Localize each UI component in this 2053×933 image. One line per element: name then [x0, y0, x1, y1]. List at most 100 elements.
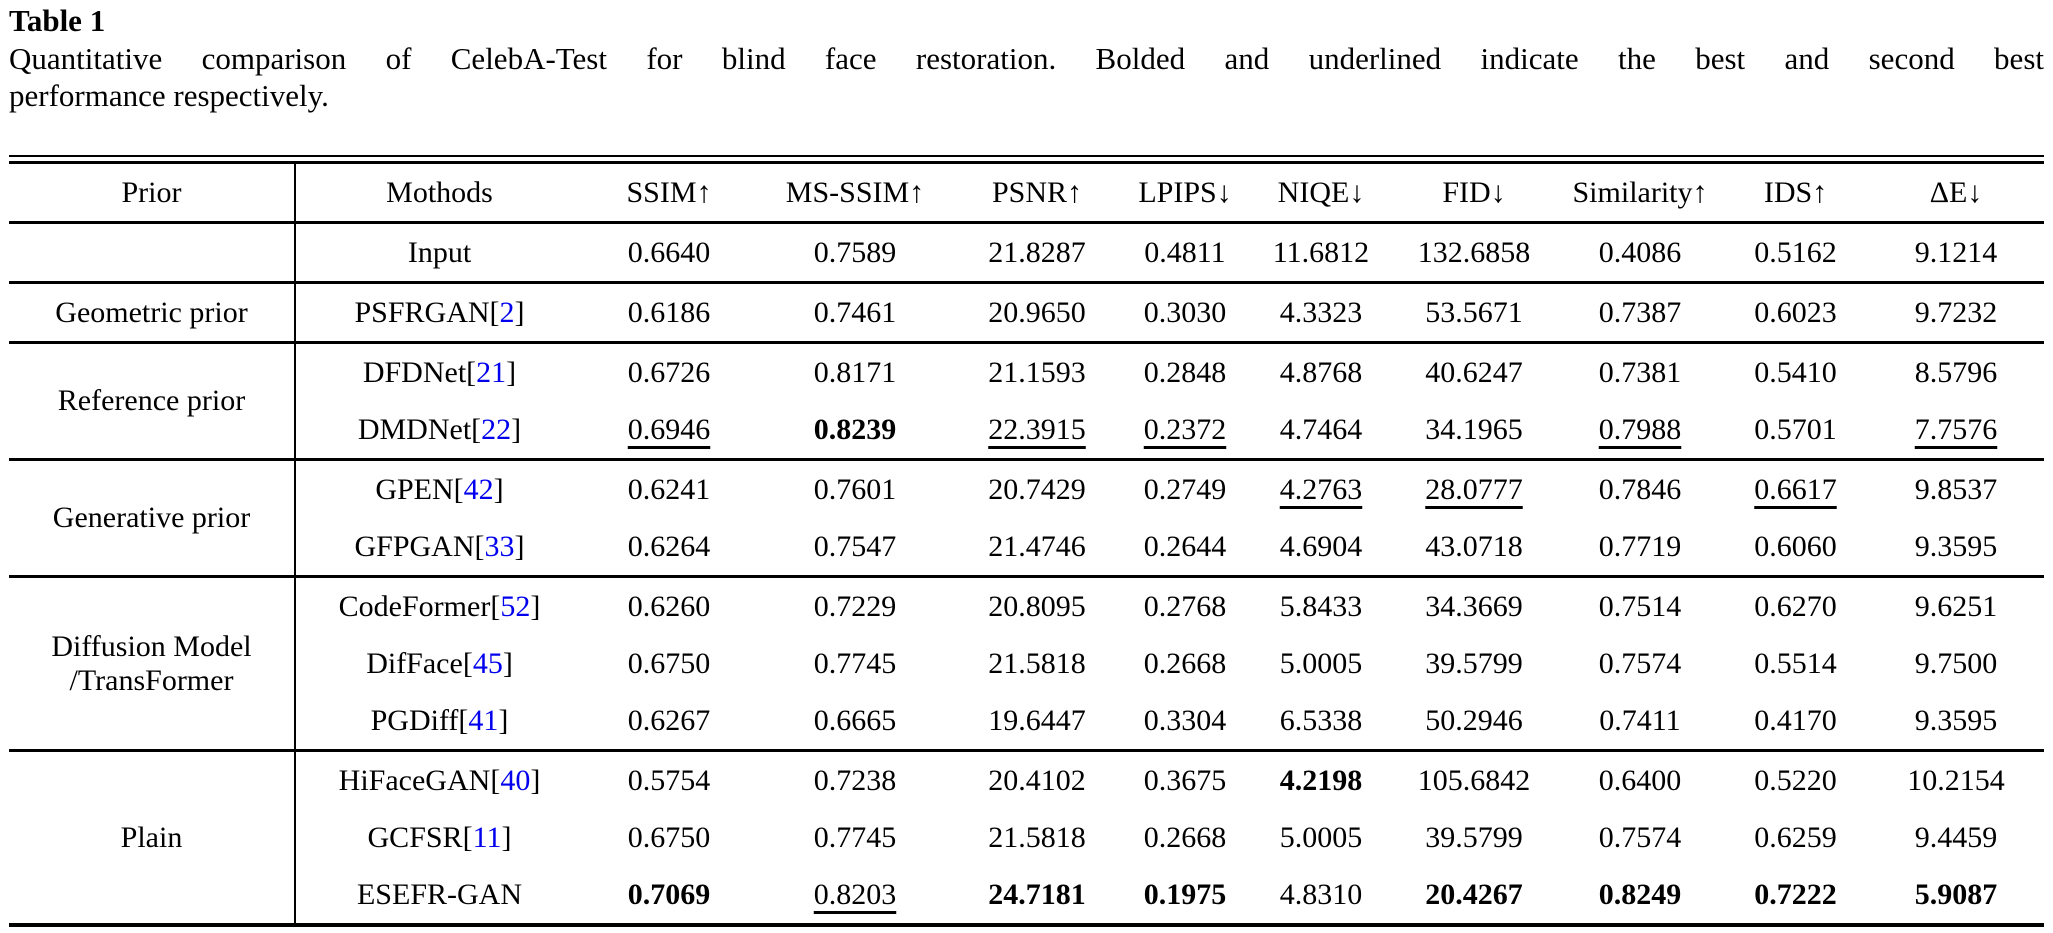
metric-value: 0.4811 [1144, 235, 1226, 269]
citation-link[interactable]: 21 [476, 355, 507, 389]
method-name: GPEN [375, 472, 454, 506]
metric-value: 0.7229 [813, 589, 897, 623]
citation-link[interactable]: 42 [463, 472, 494, 506]
metric-value: 0.8249 [1598, 877, 1682, 911]
citation-link[interactable]: 33 [484, 529, 515, 563]
col-header-msssim: MS-SSIM↑ [755, 162, 955, 224]
metric-value: 105.6842 [1417, 763, 1531, 797]
metric-value: 5.0005 [1279, 820, 1363, 854]
metric-value: 9.7232 [1914, 295, 1998, 329]
metric-value: 0.7222 [1754, 877, 1837, 911]
method-cell: DFDNet[21] [295, 341, 583, 401]
prior-cell: Plain [9, 749, 296, 925]
metric-value: 0.6665 [813, 703, 897, 737]
metric-value: 0.5162 [1754, 235, 1837, 269]
citation-link[interactable]: 11 [472, 820, 502, 854]
metric-value: 0.6640 [627, 235, 711, 269]
prior-cell: Generative prior [9, 458, 296, 577]
metric-value: 0.7574 [1598, 646, 1682, 680]
metric-value: 9.3595 [1914, 703, 1998, 737]
value-cell: 0.6400 [1557, 749, 1723, 809]
metric-value: 0.6726 [627, 355, 711, 389]
value-cell: 5.0005 [1251, 635, 1391, 692]
metric-value: 21.1593 [988, 355, 1086, 389]
method-cell: GPEN[42] [295, 458, 583, 518]
value-cell: 20.8095 [955, 575, 1119, 635]
value-cell: 0.2644 [1119, 518, 1251, 577]
value-cell: 0.3030 [1119, 281, 1251, 343]
metric-value: 0.6750 [627, 820, 711, 854]
value-cell: 0.7988 [1557, 401, 1723, 460]
value-cell: 0.7069 [583, 866, 755, 925]
method-name: DMDNet [357, 412, 472, 446]
col-header-lpips: LPIPS↓ [1119, 162, 1251, 224]
table-row: Input 0.6640 0.7589 21.8287 0.4811 11.6812 132… [9, 222, 2044, 283]
metric-value: 0.7601 [813, 472, 897, 506]
metric-value: 0.7846 [1598, 472, 1682, 506]
results-table: Prior Mothods SSIM↑ MS-SSIM↑ PSNR↑ LPIPS↓ NIQE… [9, 161, 2044, 927]
metric-value: 19.6447 [988, 703, 1086, 737]
table-row: Geometric prior PSFRGAN[2] 0.6186 0.7461 20.… [9, 281, 2044, 343]
metric-value: 9.7500 [1914, 646, 1998, 680]
value-cell: 5.9087 [1868, 866, 2044, 925]
metric-value: 0.7589 [813, 235, 897, 269]
table-title: Table 1 [9, 3, 106, 38]
metric-value: 0.7745 [813, 820, 897, 854]
metric-value: 0.5410 [1754, 355, 1837, 389]
metric-value: 0.6241 [627, 472, 711, 506]
method-name: DifFace [366, 646, 463, 680]
metric-value: 0.6060 [1754, 529, 1837, 563]
value-cell: 43.0718 [1391, 518, 1557, 577]
metric-value: 4.8310 [1279, 877, 1363, 911]
method-name: CodeFormer [338, 589, 491, 623]
metric-value: 0.4086 [1598, 235, 1682, 269]
value-cell: 24.7181 [955, 866, 1119, 925]
citation-link[interactable]: 2 [499, 295, 515, 329]
citation-link[interactable]: 41 [468, 703, 499, 737]
citation-link[interactable]: 40 [500, 763, 531, 797]
metric-value: 0.4170 [1754, 703, 1837, 737]
table-row: PGDiff[41] 0.6267 0.6665 19.6447 0.3304 6.533… [9, 692, 2044, 751]
metric-value: 4.2763 [1279, 472, 1363, 506]
citation-link[interactable]: 22 [481, 412, 512, 446]
value-cell: 21.4746 [955, 518, 1119, 577]
col-header-mothods: Mothods [295, 162, 583, 224]
value-cell: 0.4086 [1557, 223, 1723, 283]
col-header-psnr: PSNR↑ [955, 162, 1119, 224]
value-cell: 10.2154 [1868, 749, 2044, 809]
metric-value: 0.7574 [1598, 820, 1682, 854]
value-cell: 0.7461 [755, 281, 955, 343]
metric-value: 0.7461 [813, 295, 897, 329]
value-cell: 39.5799 [1391, 635, 1557, 692]
metric-value: 9.3595 [1914, 529, 1998, 563]
metric-value: 21.5818 [988, 820, 1086, 854]
value-cell: 9.4459 [1868, 809, 2044, 866]
metric-value: 0.2668 [1143, 646, 1227, 680]
value-cell: 9.1214 [1868, 223, 2044, 283]
metric-value: 0.8171 [813, 355, 897, 389]
value-cell: 0.5162 [1723, 223, 1868, 283]
metric-value: 0.6750 [627, 646, 711, 680]
metric-value: 0.8203 [813, 877, 897, 911]
header-row: Prior Mothods SSIM↑ MS-SSIM↑ PSNR↑ LPIPS↓ NIQE… [9, 162, 2044, 224]
value-cell: 0.6264 [583, 518, 755, 577]
metric-value: 0.8239 [813, 412, 897, 446]
method-name: HiFaceGAN [338, 763, 491, 797]
metric-value: 0.3675 [1143, 763, 1227, 797]
method-name: PSFRGAN [354, 295, 490, 329]
prior-cell: Geometric prior [9, 281, 296, 343]
value-cell: 0.6750 [583, 635, 755, 692]
col-header-ids: IDS↑ [1723, 162, 1868, 224]
method-cell: CodeFormer[52] [295, 575, 583, 635]
value-cell: 0.2668 [1119, 809, 1251, 866]
value-cell: 0.2848 [1119, 341, 1251, 401]
value-cell: 0.7222 [1723, 866, 1868, 925]
method-cell: GFPGAN[33] [354, 529, 525, 563]
metric-value: 0.7988 [1598, 412, 1682, 446]
value-cell: 0.6241 [583, 458, 755, 518]
value-cell: 53.5671 [1391, 281, 1557, 343]
citation-link[interactable]: 52 [500, 589, 531, 623]
metric-value: 0.7238 [813, 763, 897, 797]
metric-value: 50.2946 [1425, 703, 1523, 737]
citation-link[interactable]: 45 [472, 646, 503, 680]
